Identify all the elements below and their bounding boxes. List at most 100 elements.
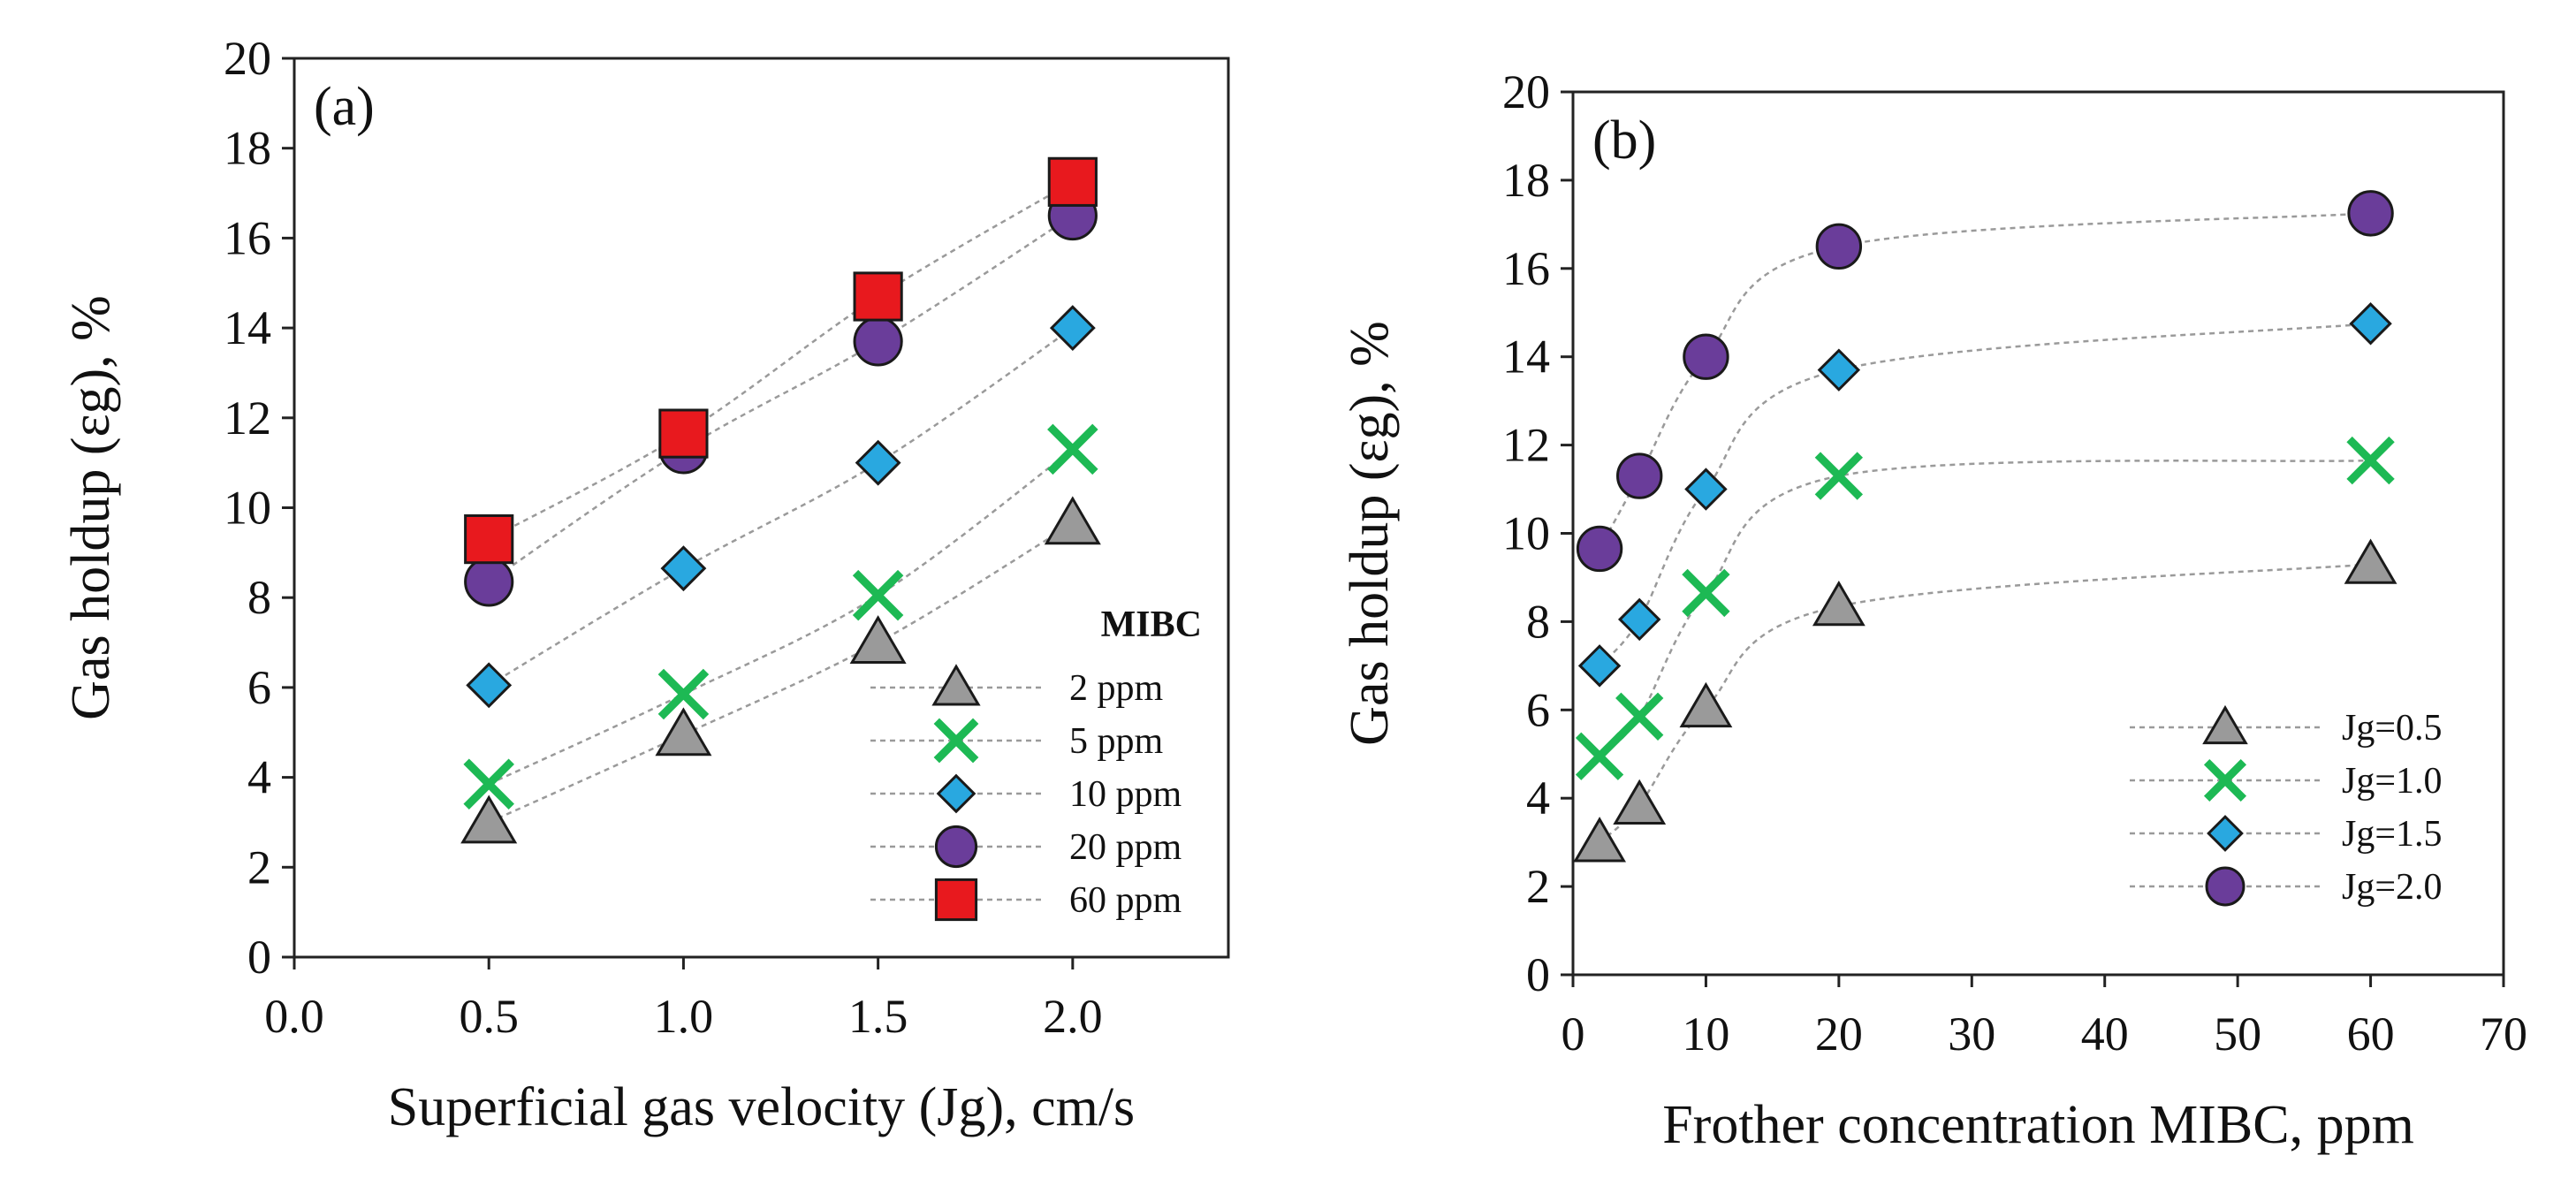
data-point	[1615, 692, 1664, 741]
y-tick-label: 6	[247, 661, 271, 714]
data-point	[1049, 305, 1096, 352]
data-point	[2349, 302, 2392, 346]
series-line-2-ppm	[488, 522, 1074, 824]
legend-label: 5 ppm	[1069, 721, 1164, 762]
data-point	[655, 707, 712, 756]
data-point	[855, 439, 901, 486]
x-tick-label: 70	[2480, 1007, 2527, 1061]
series-10-ppm	[466, 305, 1096, 709]
x-axis-title: Frother concentration MIBC, ppm	[1662, 1095, 2414, 1155]
panel-label: (a)	[314, 77, 375, 137]
y-tick-label: 2	[1526, 860, 1550, 913]
data-point	[657, 668, 710, 720]
data-point	[853, 271, 903, 322]
data-point	[1682, 568, 1730, 618]
series-jg-0-5	[1573, 538, 2397, 863]
x-tick-label: 30	[1948, 1007, 1995, 1061]
data-point	[464, 557, 514, 607]
data-point	[658, 408, 709, 459]
series-jg-1-5	[1577, 302, 2392, 688]
data-point	[1616, 452, 1663, 499]
legend-label: 60 ppm	[1069, 880, 1182, 921]
data-point	[853, 316, 903, 367]
x-tick-label: 40	[2081, 1007, 2129, 1061]
legend-marker	[936, 773, 976, 814]
series-line-10-ppm	[488, 327, 1074, 687]
series-5-ppm	[463, 423, 1098, 810]
y-tick-label: 2	[247, 840, 271, 893]
data-point	[2347, 190, 2394, 237]
y-tick-label: 8	[1526, 595, 1550, 648]
x-tick-label: 2.0	[1043, 990, 1103, 1043]
x-tick-label: 20	[1815, 1007, 1863, 1061]
x-tick-label: 50	[2214, 1007, 2261, 1061]
chart-panel-b: 0 2 4 6 8 10 12 14 16 18 20 0 10 20 30 40 50 60 70 Frother …	[1340, 65, 2527, 1155]
x-tick-label: 10	[1682, 1007, 1729, 1061]
y-tick-label: 16	[1502, 242, 1550, 295]
x-tick-label: 60	[2347, 1007, 2395, 1061]
data-point	[1047, 423, 1098, 475]
data-point	[1817, 348, 1861, 392]
y-tick-label: 8	[247, 571, 271, 624]
y-tick-label: 0	[247, 931, 271, 984]
y-tick-label: 14	[224, 301, 271, 354]
legend-label: Jg=1.0	[2342, 761, 2443, 802]
data-point	[460, 794, 518, 844]
legend-marker	[2203, 758, 2247, 802]
legend-marker	[2205, 866, 2245, 907]
x-tick-label: 1.5	[848, 990, 908, 1043]
data-point	[1679, 681, 1733, 728]
series-jg-1-0	[1575, 436, 2395, 780]
data-point	[463, 758, 514, 810]
data-point	[1576, 525, 1623, 573]
legend-title: MIBC	[1101, 604, 1202, 645]
series-jg-2-0	[1576, 190, 2394, 573]
series-2-ppm	[460, 496, 1101, 844]
series-line-5-ppm	[488, 448, 1074, 786]
series-line-60-ppm	[488, 180, 1074, 541]
y-tick-label: 18	[1502, 154, 1550, 207]
data-point	[1575, 732, 1624, 780]
series-line-jg-1-0	[1599, 459, 2371, 757]
legend-label: 10 ppm	[1069, 774, 1182, 815]
y-tick-label: 6	[1526, 683, 1550, 736]
y-tick-label: 18	[224, 122, 271, 175]
legend-marker	[931, 664, 981, 706]
y-tick-label: 12	[224, 392, 271, 445]
x-tick-label: 1.0	[654, 990, 714, 1043]
data-point	[1044, 496, 1101, 545]
legend-marker	[933, 718, 979, 764]
y-tick-label: 14	[1502, 331, 1550, 384]
data-point	[2344, 538, 2397, 584]
data-point	[1684, 468, 1728, 511]
series-20-ppm	[464, 190, 1098, 607]
legend-marker	[934, 825, 978, 869]
data-point	[1815, 223, 1863, 270]
legend-marker	[934, 878, 978, 922]
x-axis-title: Superficial gas velocity (Jg), cm/s	[388, 1077, 1135, 1137]
legend: Jg=0.5 Jg=1.0 Jg=1.5 Jg=2.0	[2130, 704, 2443, 908]
legend: MIBC 2 ppm 5 ppm 10 ppm 20 ppm 60 ppm	[870, 604, 1202, 922]
legend-marker	[2207, 815, 2244, 852]
data-point	[1814, 452, 1864, 500]
data-point	[660, 545, 707, 592]
data-point	[1577, 644, 1622, 688]
legend-marker	[2202, 704, 2248, 745]
y-tick-label: 20	[224, 32, 271, 85]
legend-label: Jg=0.5	[2342, 708, 2443, 749]
y-tick-label: 20	[1502, 65, 1550, 118]
data-point	[1573, 817, 1626, 863]
y-tick-label: 16	[224, 211, 271, 264]
data-point	[2346, 436, 2395, 485]
y-axis-title: Gas holdup (εg), %	[61, 295, 121, 720]
y-tick-label: 10	[1502, 507, 1550, 560]
data-point	[852, 569, 904, 621]
legend-label: Jg=2.0	[2342, 867, 2443, 908]
series-60-ppm	[464, 156, 1098, 565]
y-tick-label: 4	[1526, 772, 1550, 825]
y-tick-label: 10	[224, 482, 271, 535]
data-point	[1683, 333, 1729, 380]
x-tick-label: 0.0	[264, 990, 324, 1043]
legend-label: Jg=1.5	[2342, 814, 2443, 855]
